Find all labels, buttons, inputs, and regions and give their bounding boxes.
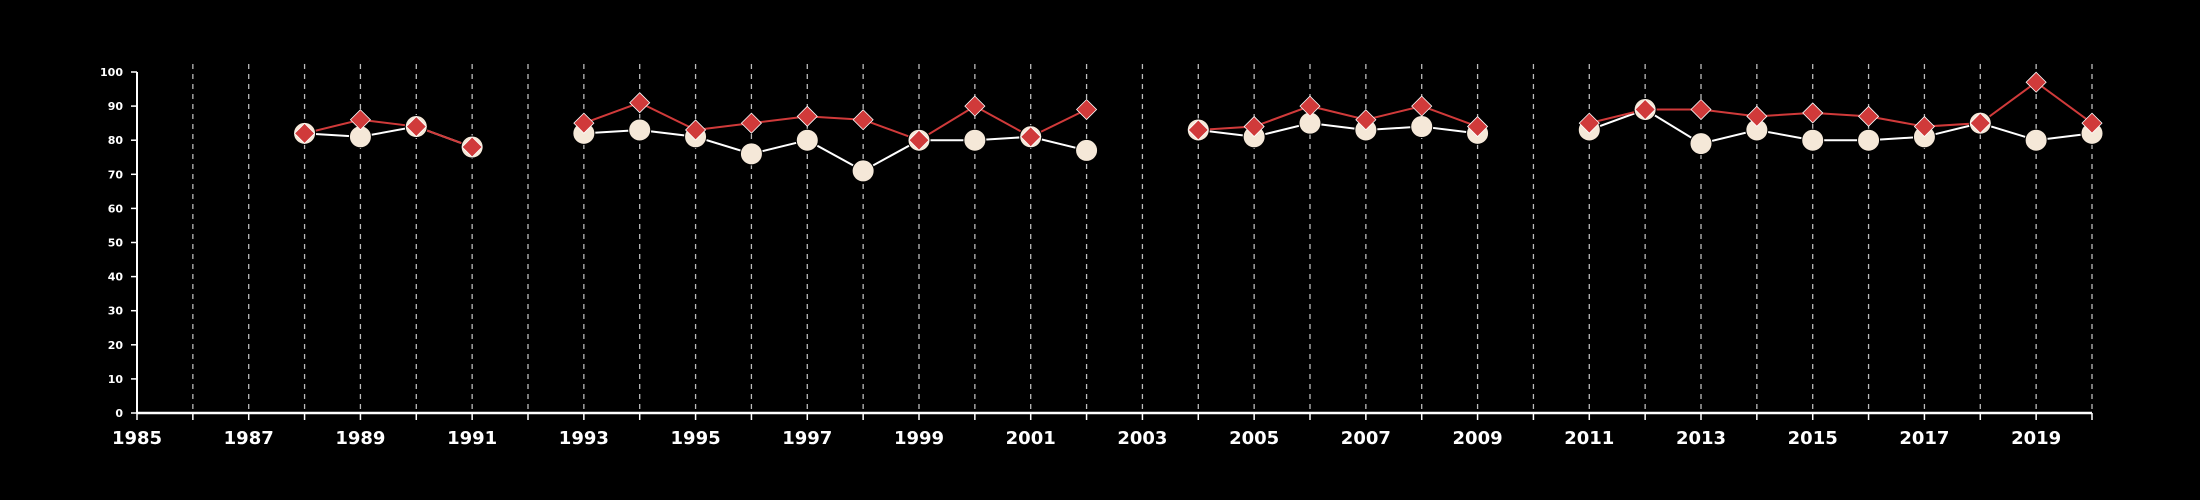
diamond-point-1989: [349, 109, 371, 131]
x-tick-label-1993: 1993: [559, 428, 609, 449]
x-tick-label-2019: 2019: [2011, 428, 2061, 449]
y-tick-label-0: 0: [115, 407, 123, 420]
circle-point-2015: [1801, 128, 1825, 152]
circle-point-1997: [795, 128, 819, 152]
diamond-point-1990: [405, 115, 427, 138]
x-tick-label-1985: 1985: [112, 428, 162, 449]
diamond-point-2006: [1299, 95, 1321, 117]
y-tick-label-70: 70: [108, 168, 124, 181]
x-tick-label-1989: 1989: [335, 428, 385, 449]
x-tick-label-1997: 1997: [782, 428, 832, 449]
circle-point-1996: [739, 142, 763, 166]
y-tick-label-90: 90: [108, 100, 124, 113]
x-tick-label-2003: 2003: [1117, 428, 1167, 449]
y-tick-label-20: 20: [108, 339, 124, 352]
diamond-point-2012: [1634, 98, 1656, 121]
diamond-point-2008: [1411, 95, 1433, 117]
diamond-point-2000: [964, 95, 986, 117]
diamond-point-1988: [294, 122, 316, 144]
diamond-point-2011: [1578, 112, 1600, 134]
x-tick-label-2013: 2013: [1676, 428, 1726, 449]
x-tick-label-1995: 1995: [671, 428, 721, 449]
diamond-point-2002: [1076, 98, 1098, 121]
circle-point-2002: [1075, 138, 1099, 162]
diamond-point-2001: [1020, 126, 1042, 148]
x-tick-label-2005: 2005: [1229, 428, 1279, 449]
diamond-point-2007: [1355, 109, 1377, 131]
y-tick-label-50: 50: [108, 237, 124, 250]
axes: 0 10 20 30 40 50 60 70 80 90 100 1985 1987 1989 1991 19…: [100, 66, 2093, 449]
series-lines: [304, 80, 2093, 173]
diamond-point-1991: [461, 136, 483, 158]
circle-point-1994: [628, 118, 652, 142]
y-tick-label-30: 30: [108, 305, 124, 318]
x-tick-label-2015: 2015: [1788, 428, 1838, 449]
diamond-point-2009: [1467, 115, 1489, 138]
diamond-point-2013: [1690, 98, 1712, 121]
circle-point-2013: [1689, 132, 1713, 156]
y-tick-label-60: 60: [108, 202, 124, 215]
diamond-point-2005: [1243, 115, 1265, 138]
diamond-point-2014: [1746, 105, 1768, 127]
circle-point-2000: [963, 128, 987, 152]
diamond-point-1997: [796, 105, 818, 127]
y-tick-label-40: 40: [108, 271, 124, 284]
y-tick-label-80: 80: [108, 134, 124, 147]
y-tick-label-10: 10: [108, 373, 124, 386]
diamond-point-1996: [740, 112, 762, 134]
diamond-point-1998: [852, 109, 874, 131]
series-markers: [293, 71, 2104, 183]
series-0-line-segment-3: [1588, 108, 2093, 145]
circle-point-2016: [1857, 128, 1881, 152]
circle-point-2008: [1410, 115, 1434, 139]
x-tick-label-2017: 2017: [1899, 428, 1949, 449]
y-tick-label-100: 100: [100, 66, 123, 79]
diamond-point-2017: [1913, 115, 1935, 138]
diamond-point-2015: [1802, 102, 1824, 124]
diamond-point-2018: [1969, 112, 1991, 134]
diamond-point-2020: [2081, 112, 2103, 134]
series-1-line-segment-0: [304, 118, 473, 148]
x-tick-label-1999: 1999: [894, 428, 944, 449]
diamond-point-1994: [629, 92, 651, 114]
x-tick-label-2011: 2011: [1564, 428, 1614, 449]
diamond-point-1999: [908, 129, 930, 151]
x-tick-label-1987: 1987: [224, 428, 274, 449]
diamond-point-2016: [1858, 105, 1880, 127]
x-tick-label-1991: 1991: [447, 428, 497, 449]
diamond-point-1993: [573, 112, 595, 134]
series-1-line-segment-3: [1589, 80, 2093, 128]
series-1-line-segment-1: [583, 101, 1088, 142]
x-tick-label-2007: 2007: [1341, 428, 1391, 449]
x-tick-label-2009: 2009: [1453, 428, 1503, 449]
series-0-line-segment-1: [583, 128, 1087, 173]
x-tick-label-2001: 2001: [1006, 428, 1056, 449]
diamond-point-2019: [2025, 71, 2047, 93]
diamond-point-2004: [1187, 119, 1209, 141]
diamond-point-1995: [685, 119, 707, 141]
circle-point-2019: [2024, 128, 2048, 152]
grid-lines: [192, 64, 2093, 413]
circle-point-1998: [851, 159, 875, 183]
